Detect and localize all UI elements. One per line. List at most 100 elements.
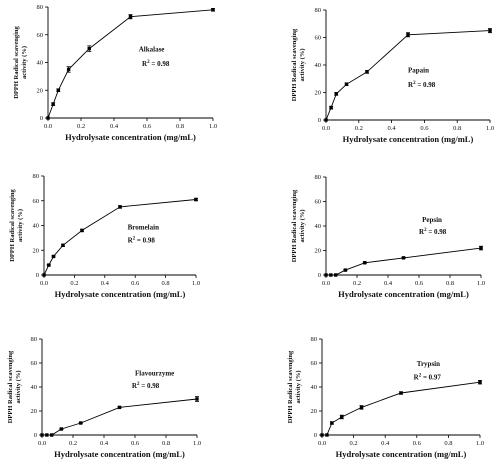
r-squared-label: R2 = 0.97 [414, 373, 442, 381]
data-point [365, 70, 369, 74]
y-tick-label: 40 [315, 223, 322, 230]
data-point [406, 33, 410, 37]
data-point [117, 405, 122, 410]
data-point [87, 46, 91, 51]
x-tick-label: 0.6 [131, 440, 140, 447]
data-point [329, 273, 333, 277]
data-point [194, 197, 198, 202]
x-tick-label: 1.0 [193, 440, 201, 447]
x-tick-label: 0.6 [413, 440, 422, 447]
enzyme-label: Bromelain [128, 223, 159, 231]
data-point [40, 433, 44, 437]
y-tick-label: 0 [36, 272, 39, 279]
data-point [329, 105, 333, 110]
x-tick-label: 0.8 [453, 125, 461, 132]
r-squared-label: R2 = 0.98 [142, 60, 170, 68]
r-squared-label: R2 = 0.98 [128, 236, 156, 244]
y-tick-label: 20 [31, 408, 38, 415]
data-point [399, 391, 403, 395]
y-tick-label: 80 [37, 4, 44, 11]
y-tick-label: 0 [314, 432, 317, 439]
data-point [320, 433, 324, 437]
y-tick-label: 0 [318, 117, 321, 124]
data-point [49, 433, 54, 437]
data-point [344, 82, 349, 86]
y-axis-title-line: DPPH Radical scavenging [9, 188, 16, 261]
y-tick-label: 20 [311, 408, 318, 415]
data-point [479, 246, 483, 250]
data-point [42, 273, 46, 277]
x-tick-label: 0.0 [40, 280, 48, 287]
y-axis-title-line: activity (%) [299, 48, 306, 81]
data-point [343, 268, 348, 272]
enzyme-label: Pepsin [422, 216, 442, 224]
data-point [324, 273, 328, 277]
x-tick-label: 0.2 [350, 440, 358, 447]
data-point [340, 415, 344, 419]
y-tick-label: 0 [34, 432, 37, 439]
data-point [51, 254, 56, 259]
r-squared-label: R2 = 0.98 [419, 228, 447, 236]
data-point [401, 256, 406, 260]
y-tick-label: 40 [31, 384, 38, 391]
y-tick-label: 20 [315, 90, 322, 97]
data-point [56, 88, 61, 92]
x-tick-label: 0.6 [415, 280, 424, 287]
data-point [195, 397, 199, 401]
enzyme-label: Papain [408, 67, 429, 75]
x-tick-label: 0.8 [162, 440, 170, 447]
data-point [478, 380, 482, 384]
x-axis-title: Hydrolysate concentration (mg/mL) [338, 289, 469, 299]
y-axis-title-line: activity (%) [21, 46, 28, 79]
data-point [59, 427, 64, 431]
enzyme-label: Flavourzyme [135, 369, 174, 377]
chart-panel-papain: 0 20 40 60 80 0.0 0.2 0.4 0.6 0.8 1.0 Hydrolysate c… [291, 7, 494, 144]
data-point [363, 261, 367, 265]
x-tick-label: 0.2 [69, 440, 77, 447]
enzyme-label: Alkalase [139, 45, 165, 53]
r-squared-label: R2 = 0.98 [132, 382, 160, 390]
x-tick-label: 0.4 [100, 440, 109, 447]
r-squared-label: R2 = 0.98 [408, 81, 436, 89]
x-tick-label: 0.6 [420, 125, 429, 132]
x-tick-label: 0.4 [381, 440, 390, 447]
y-tick-label: 60 [315, 35, 322, 42]
x-tick-label: 1.0 [486, 125, 494, 132]
data-point [325, 433, 329, 437]
chart-panel-trypsin: 0 20 40 60 80 0.0 0.2 0.4 0.6 0.8 1.0 Hydrolysate c… [287, 336, 484, 459]
data-point [46, 116, 50, 120]
data-point [61, 243, 65, 247]
data-point [359, 405, 364, 410]
data-point [128, 15, 133, 19]
series-line [325, 30, 491, 121]
x-tick-label: 0.8 [176, 123, 184, 130]
data-point [66, 67, 71, 72]
series-line [42, 398, 198, 436]
x-tick-label: 0.2 [355, 125, 363, 132]
data-point [211, 8, 215, 12]
data-point [334, 92, 338, 96]
x-tick-label: 0.4 [101, 280, 110, 287]
y-axis-title-line: activity (%) [299, 209, 306, 242]
x-tick-label: 0.0 [318, 440, 326, 447]
y-tick-label: 60 [37, 32, 44, 39]
x-tick-label: 0.0 [322, 280, 330, 287]
data-point [330, 421, 334, 425]
x-tick-label: 0.2 [77, 123, 85, 130]
data-point [118, 205, 122, 209]
x-tick-label: 1.0 [209, 123, 217, 130]
x-tick-label: 0.6 [131, 280, 140, 287]
series-line [322, 381, 481, 436]
data-point [47, 263, 51, 267]
data-point [488, 28, 492, 33]
data-point [324, 118, 328, 122]
chart-panel-flavourzyme: 0 20 40 60 80 0.0 0.2 0.4 0.6 0.8 1.0 Hydrolysate c… [7, 336, 201, 459]
y-axis-title-line: activity (%) [295, 370, 302, 403]
y-tick-label: 40 [37, 60, 44, 67]
y-tick-label: 80 [311, 336, 318, 343]
x-tick-label: 0.2 [353, 280, 361, 287]
data-point [45, 433, 49, 437]
x-tick-label: 0.4 [384, 280, 393, 287]
x-axis-title: Hydrolysate concentration (mg/mL) [54, 449, 185, 459]
